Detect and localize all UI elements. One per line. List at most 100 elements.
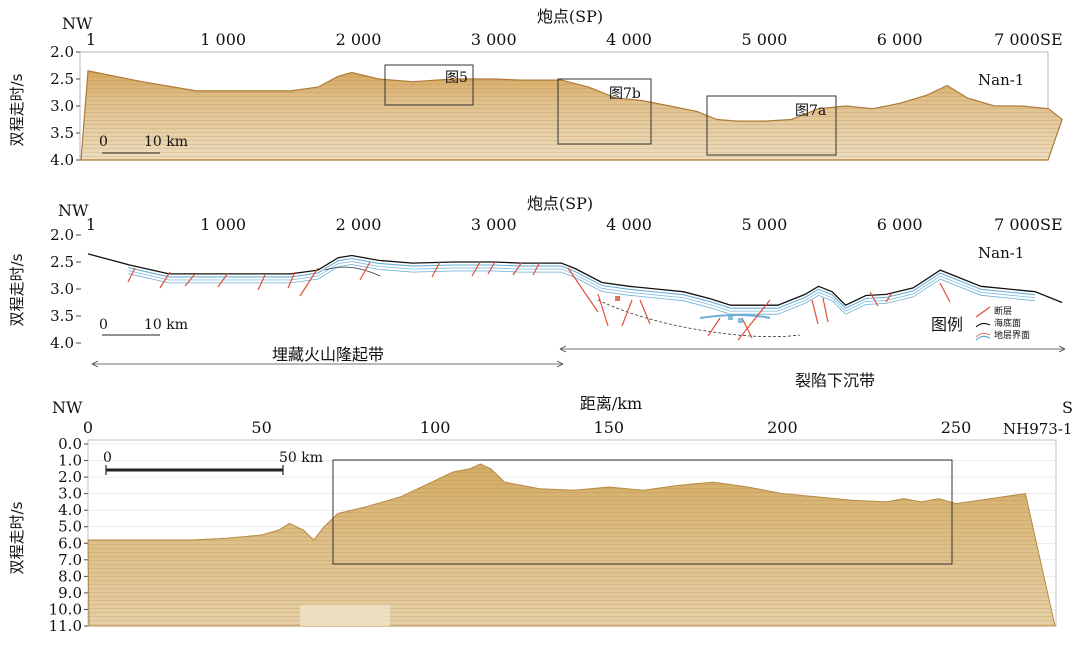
fault-line [257,274,266,291]
p1-x-tick: 7 000 [994,30,1040,49]
p2-x-tick: 6 000 [877,215,923,234]
fault-line [217,272,229,288]
panel-2: 炮点(SP) NW SE 1 1 000 2 000 3 000 4 000 5 000 6… [8,194,1066,390]
panel1-nw-label: NW [62,14,93,33]
zone-rift-label: 裂陷下沉带 [795,371,875,390]
fault-line [707,317,721,337]
p2-x-tick: 7 000 [994,215,1040,234]
p1-x-tick: 6 000 [877,30,923,49]
p3-y-tick: 2.0 [58,468,82,486]
fault-line [359,261,371,281]
p3-y-tick: 5.0 [58,518,82,536]
p2-y-tick: 3.5 [50,307,74,325]
panel3-x-tick-labels: 0 50 100 150 200 250 [83,418,971,437]
p3-y-tick: 0.0 [58,435,82,453]
p2-y-tick: 4.0 [50,334,74,352]
panel2-strata-interfaces [128,257,1036,338]
panel1-ylabel: 双程走时/s [8,73,26,146]
box-fig7a [706,95,837,156]
p3-y-tick: 10.0 [49,600,82,618]
p2-x-tick: 3 000 [471,215,517,234]
p3-x-tick: 100 [420,418,451,437]
deep-reflector-line [324,266,381,277]
fault-line [869,291,879,307]
strata-interface-line [128,264,1036,315]
box-fig7b-label: 图7b [609,86,641,102]
legend-item-seafloor: 海底面 [994,317,1021,329]
panel3-scale-zero: 0 [103,450,112,466]
fault-line [532,261,541,276]
panel1-scale-value: 10 km [144,134,188,150]
box-fig5-label: 图5 [445,70,468,86]
fault-line [471,261,481,277]
panel3-scale-value: 50 km [279,450,323,466]
panel2-se-label: SE [1040,215,1063,234]
p2-y-tick: 2.5 [50,253,74,271]
zone-volcanic: 埋藏火山隆起带 [91,345,564,368]
p1-x-tick: 4 000 [606,30,652,49]
fault-line [811,299,819,325]
panel3-y-tick-labels: 0.01.02.03.04.05.06.07.08.09.010.011.0 [49,435,89,635]
p3-y-tick: 8.0 [58,567,82,585]
p2-x-tick: 1 000 [200,215,246,234]
strata-interface-line [128,261,1036,312]
box-fig7a-label: 图7a [795,103,826,119]
panel-3: 距离/km NW S NH973-1 0 50 100 150 200 250 双程走时/… [8,394,1073,635]
panel3-xlabel: 距离/km [580,394,642,413]
panel3-scale-bar: 0 50 km [103,450,323,475]
p1-y-tick: 3.5 [50,124,74,142]
panel1-x-tick-labels: 1 1 000 2 000 3 000 4 000 5 000 6 000 7 000 [86,30,1040,49]
p2-x-tick: 5 000 [741,215,787,234]
panel2-scale-zero: 0 [99,317,108,333]
fault-line [939,282,951,303]
strata-marker [615,296,620,301]
panel-1: 炮点(SP) NW SE 1 1 000 2 000 3 000 4 000 5 000 6… [8,7,1063,169]
legend-item-fault: 断层 [994,305,1012,317]
panel3-mask-block [300,605,390,626]
legend-title: 图例 [931,315,963,334]
panel2-scale-bar: 0 10 km [99,317,188,336]
p1-x-tick: 3 000 [471,30,517,49]
panel1-y-tick-labels: 2.0 2.5 3.0 3.5 4.0 [50,43,81,169]
p1-x-tick: 2 000 [336,30,382,49]
fault-line [639,299,651,325]
panel1-profile-name: Nan-1 [978,71,1024,89]
p3-x-tick: 150 [594,418,625,437]
fault-line [512,261,523,276]
panel2-nw-label: NW [58,201,89,220]
panel1-xlabel: 炮点(SP) [537,7,603,26]
fault-line [621,299,633,327]
panel3-nw-label: NW [52,398,83,417]
panel3-seismic-reflections [88,463,1055,626]
p3-y-tick: 4.0 [58,501,82,519]
fault-line [597,293,609,327]
box-fig5 [384,64,474,106]
p2-y-tick: 2.0 [50,226,74,244]
p3-x-tick: 250 [941,418,972,437]
strata-interface-line [128,257,1036,309]
panel3-highlight-box [332,459,953,565]
fault-line [299,267,319,297]
p3-y-tick: 1.0 [58,452,82,470]
p3-y-tick: 9.0 [58,584,82,602]
p2-x-tick: 2 000 [336,215,382,234]
fault-line [567,267,599,313]
p3-x-tick: 50 [251,418,271,437]
fault-line [431,261,441,278]
panel2-scale-value: 10 km [144,317,188,333]
fault-line [287,271,296,289]
panel3-s-label: S [1062,398,1073,417]
panel1-scale-zero: 0 [99,134,108,150]
deep-reflector-line [699,314,771,319]
panel2-xlabel: 炮点(SP) [527,194,593,213]
fault-line [885,292,893,303]
p1-y-tick: 2.5 [50,70,74,88]
panel2-profile-name: Nan-1 [978,244,1024,262]
panel3-profile-name: NH973-1 [1003,420,1072,438]
fault-line [184,273,196,287]
p3-y-tick: 3.0 [58,485,82,503]
p1-x-tick: 1 [86,30,96,49]
panel1-seismic-reflections [81,70,1063,160]
p3-y-tick: 6.0 [58,534,82,552]
